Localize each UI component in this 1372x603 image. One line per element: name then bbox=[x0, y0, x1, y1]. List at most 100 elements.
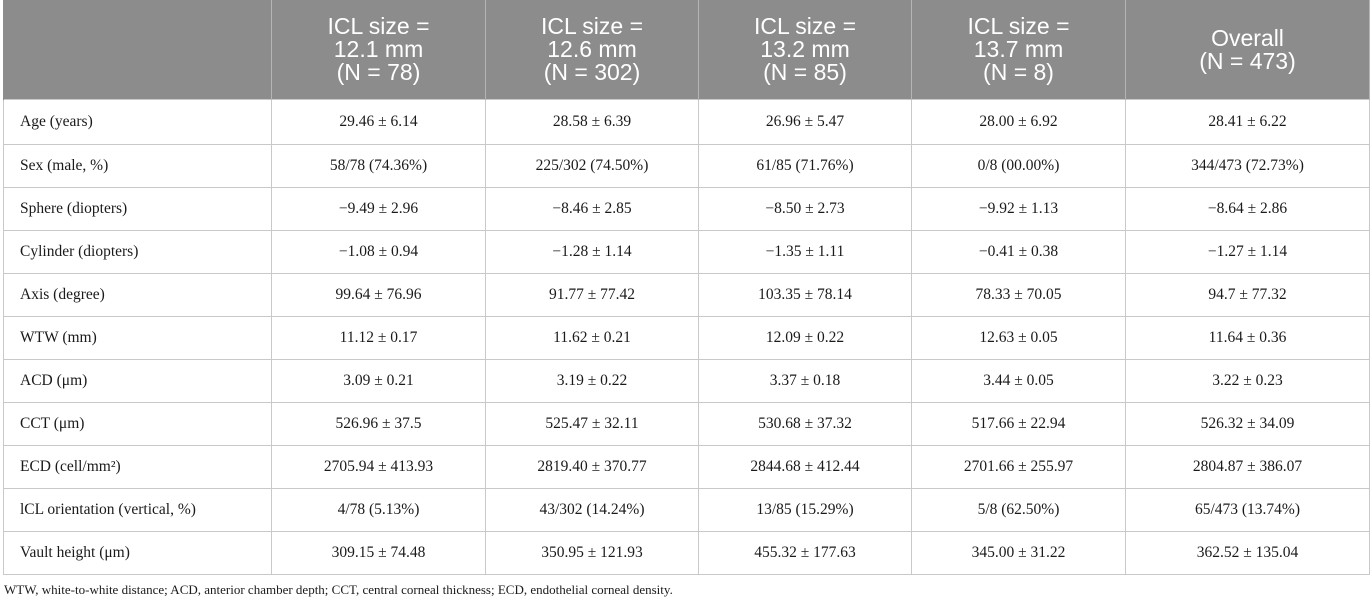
table-cell: 11.12 ± 0.17 bbox=[271, 316, 486, 360]
table-cell: 78.33 ± 70.05 bbox=[911, 273, 1126, 317]
header-overall: Overall (N = 473) bbox=[1125, 0, 1370, 100]
table-cell: 3.09 ± 0.21 bbox=[271, 359, 486, 403]
row-label: Vault height (μm) bbox=[3, 531, 272, 575]
table-cell: 28.41 ± 6.22 bbox=[1125, 99, 1370, 145]
table-cell: 309.15 ± 74.48 bbox=[271, 531, 486, 575]
table-cell: −0.41 ± 0.38 bbox=[911, 230, 1126, 274]
row-label: Axis (degree) bbox=[3, 273, 272, 317]
header-line: (N = 302) bbox=[543, 59, 641, 85]
header-line: 12.1 mm bbox=[333, 36, 424, 62]
table-cell: 12.63 ± 0.05 bbox=[911, 316, 1126, 360]
table-row: Vault height (μm) 309.15 ± 74.48 350.95 … bbox=[3, 531, 1370, 575]
header-icl-12-6: ICL size = 12.6 mm (N = 302) bbox=[485, 0, 699, 100]
table-cell: 43/302 (14.24%) bbox=[485, 488, 699, 532]
table-cell: 0/8 (00.00%) bbox=[911, 144, 1126, 188]
table-row: CCT (μm) 526.96 ± 37.5 525.47 ± 32.11 53… bbox=[3, 402, 1370, 446]
icl-size-table: ICL size = 12.1 mm (N = 78) ICL size = 1… bbox=[3, 0, 1370, 575]
row-label: Age (years) bbox=[3, 99, 272, 145]
table-cell: 225/302 (74.50%) bbox=[485, 144, 699, 188]
row-label: lCL orientation (vertical, %) bbox=[3, 488, 272, 532]
table-row: ECD (cell/mm²) 2705.94 ± 413.93 2819.40 … bbox=[3, 445, 1370, 489]
table-cell: −1.08 ± 0.94 bbox=[271, 230, 486, 274]
table-row: Age (years) 29.46 ± 6.14 28.58 ± 6.39 26… bbox=[3, 99, 1370, 145]
header-line: (N = 8) bbox=[983, 59, 1054, 85]
header-line: Overall bbox=[1211, 24, 1284, 51]
row-label: Sex (male, %) bbox=[3, 144, 272, 188]
table-cell: 99.64 ± 76.96 bbox=[271, 273, 486, 317]
table-cell: −9.49 ± 2.96 bbox=[271, 187, 486, 231]
table-cell: 2705.94 ± 413.93 bbox=[271, 445, 486, 489]
table-cell: 91.77 ± 77.42 bbox=[485, 273, 699, 317]
table-cell: 344/473 (72.73%) bbox=[1125, 144, 1370, 188]
table-cell: 3.22 ± 0.23 bbox=[1125, 359, 1370, 403]
row-label: Cylinder (diopters) bbox=[3, 230, 272, 274]
table-cell: 28.00 ± 6.92 bbox=[911, 99, 1126, 145]
header-line: 13.7 mm bbox=[973, 36, 1064, 62]
table-row: Sex (male, %) 58/78 (74.36%) 225/302 (74… bbox=[3, 144, 1370, 188]
table-row: Sphere (diopters) −9.49 ± 2.96 −8.46 ± 2… bbox=[3, 187, 1370, 231]
table-cell: 517.66 ± 22.94 bbox=[911, 402, 1126, 446]
table-cell: 11.62 ± 0.21 bbox=[485, 316, 699, 360]
table-cell: 13/85 (15.29%) bbox=[698, 488, 912, 532]
table-cell: 26.96 ± 5.47 bbox=[698, 99, 912, 145]
table-cell: 94.7 ± 77.32 bbox=[1125, 273, 1370, 317]
header-icl-13-7: ICL size = 13.7 mm (N = 8) bbox=[911, 0, 1126, 100]
table-cell: −9.92 ± 1.13 bbox=[911, 187, 1126, 231]
table-cell: 362.52 ± 135.04 bbox=[1125, 531, 1370, 575]
row-label: Sphere (diopters) bbox=[3, 187, 272, 231]
table-cell: 28.58 ± 6.39 bbox=[485, 99, 699, 145]
table-cell: 2804.87 ± 386.07 bbox=[1125, 445, 1370, 489]
table-cell: −1.28 ± 1.14 bbox=[485, 230, 699, 274]
table-cell: −8.50 ± 2.73 bbox=[698, 187, 912, 231]
table-cell: 525.47 ± 32.11 bbox=[485, 402, 699, 446]
header-line: (N = 473) bbox=[1199, 47, 1296, 74]
header-icl-12-1: ICL size = 12.1 mm (N = 78) bbox=[271, 0, 486, 100]
table-cell: 526.96 ± 37.5 bbox=[271, 402, 486, 446]
table-cell: 29.46 ± 6.14 bbox=[271, 99, 486, 145]
table-cell: 4/78 (5.13%) bbox=[271, 488, 486, 532]
table-cell: −8.64 ± 2.86 bbox=[1125, 187, 1370, 231]
table-cell: 350.95 ± 121.93 bbox=[485, 531, 699, 575]
table-cell: 455.32 ± 177.63 bbox=[698, 531, 912, 575]
table-cell: −1.27 ± 1.14 bbox=[1125, 230, 1370, 274]
row-label: CCT (μm) bbox=[3, 402, 272, 446]
table-row: WTW (mm) 11.12 ± 0.17 11.62 ± 0.21 12.09… bbox=[3, 316, 1370, 360]
header-line: ICL size = bbox=[967, 13, 1070, 39]
table-cell: 65/473 (13.74%) bbox=[1125, 488, 1370, 532]
table-cell: 526.32 ± 34.09 bbox=[1125, 402, 1370, 446]
header-line: ICL size = bbox=[540, 13, 644, 39]
table-footnote: WTW, white-to-white distance; ACD, anter… bbox=[4, 582, 673, 597]
table-cell: 3.44 ± 0.05 bbox=[911, 359, 1126, 403]
header-line: ICL size = bbox=[753, 13, 857, 39]
header-line: (N = 85) bbox=[763, 59, 847, 85]
header-icl-13-2: ICL size = 13.2 mm (N = 85) bbox=[698, 0, 912, 100]
table-header-row: ICL size = 12.1 mm (N = 78) ICL size = 1… bbox=[3, 0, 1370, 100]
table-cell: 2844.68 ± 412.44 bbox=[698, 445, 912, 489]
row-label: WTW (mm) bbox=[3, 316, 272, 360]
table-cell: 3.37 ± 0.18 bbox=[698, 359, 912, 403]
header-stub bbox=[3, 0, 272, 100]
table-body: Age (years) 29.46 ± 6.14 28.58 ± 6.39 26… bbox=[3, 99, 1370, 575]
table-cell: 2701.66 ± 255.97 bbox=[911, 445, 1126, 489]
table-cell: 11.64 ± 0.36 bbox=[1125, 316, 1370, 360]
table-cell: 103.35 ± 78.14 bbox=[698, 273, 912, 317]
table-cell: 3.19 ± 0.22 bbox=[485, 359, 699, 403]
header-line: (N = 78) bbox=[336, 59, 421, 85]
table-cell: 5/8 (62.50%) bbox=[911, 488, 1126, 532]
header-line: 13.2 mm bbox=[760, 36, 850, 62]
row-label: ACD (μm) bbox=[3, 359, 272, 403]
header-line: ICL size = bbox=[327, 13, 430, 39]
table-cell: −1.35 ± 1.11 bbox=[698, 230, 912, 274]
table-cell: 58/78 (74.36%) bbox=[271, 144, 486, 188]
row-label: ECD (cell/mm²) bbox=[3, 445, 272, 489]
table-cell: −8.46 ± 2.85 bbox=[485, 187, 699, 231]
table-row: Axis (degree) 99.64 ± 76.96 91.77 ± 77.4… bbox=[3, 273, 1370, 317]
table-cell: 530.68 ± 37.32 bbox=[698, 402, 912, 446]
header-line: 12.6 mm bbox=[547, 36, 637, 62]
table-row: ACD (μm) 3.09 ± 0.21 3.19 ± 0.22 3.37 ± … bbox=[3, 359, 1370, 403]
table-cell: 2819.40 ± 370.77 bbox=[485, 445, 699, 489]
data-table-container: ICL size = 12.1 mm (N = 78) ICL size = 1… bbox=[3, 0, 1370, 575]
table-row: lCL orientation (vertical, %) 4/78 (5.13… bbox=[3, 488, 1370, 532]
table-cell: 345.00 ± 31.22 bbox=[911, 531, 1126, 575]
table-cell: 61/85 (71.76%) bbox=[698, 144, 912, 188]
